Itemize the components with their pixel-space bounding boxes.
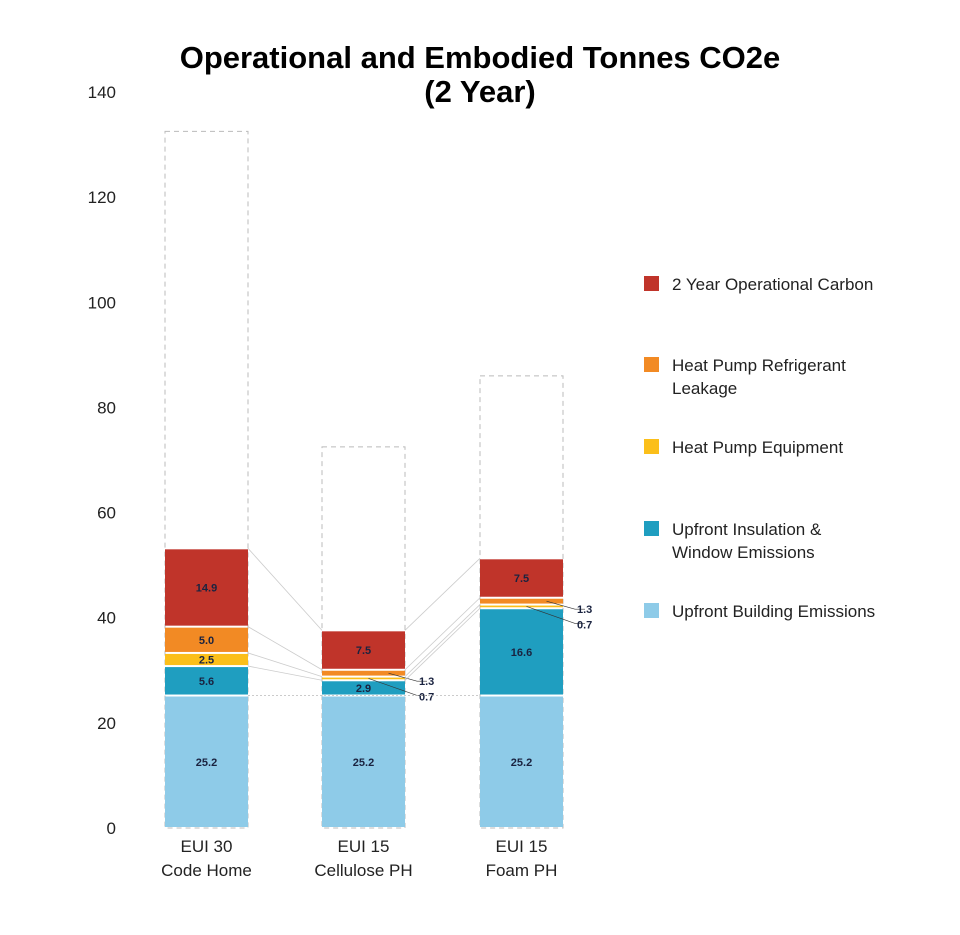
bar-segment (322, 631, 405, 669)
data-label: 25.2 (511, 757, 532, 769)
bar-segment (480, 609, 563, 695)
x-category-label: EUI 15 (496, 837, 548, 856)
legend-label: 2 Year Operational Carbon (672, 275, 873, 294)
bar-segment (165, 667, 248, 695)
data-label: 25.2 (196, 757, 217, 769)
legend-label: Heat Pump Refrigerant (672, 356, 846, 375)
legend-swatch (644, 521, 659, 536)
bar-segment (480, 598, 563, 604)
y-tick-label: 0 (107, 819, 116, 838)
x-category-label: EUI 30 (181, 837, 233, 856)
leader-line (546, 600, 585, 610)
data-label: 2.9 (356, 683, 371, 695)
bar-segment (322, 677, 405, 680)
leader-line (526, 606, 585, 624)
legend-label: Leakage (672, 379, 737, 398)
x-category-label: Cellulose PH (314, 861, 412, 880)
bar-segment (322, 681, 405, 695)
x-category-label: EUI 15 (338, 837, 390, 856)
total-outline (164, 130, 249, 829)
bar-segment (165, 696, 248, 827)
y-tick-label: 40 (97, 609, 116, 628)
data-label: 1.3 (419, 676, 434, 688)
chart-title-line-1: Operational and Embodied Tonnes CO2e (180, 40, 781, 75)
x-category-label: Code Home (161, 861, 252, 880)
connector-line (404, 607, 481, 681)
data-label: 0.7 (419, 691, 434, 703)
data-label: 7.5 (514, 573, 529, 585)
data-label: 0.7 (577, 619, 592, 631)
legend-label: Upfront Insulation & (672, 520, 822, 539)
connector-line (404, 558, 481, 631)
x-category-label: Foam PH (486, 861, 558, 880)
y-tick-label: 80 (97, 398, 116, 417)
legend-label: Upfront Building Emissions (672, 602, 875, 621)
data-label: 5.6 (199, 676, 214, 688)
connector-line (247, 652, 323, 677)
bar-segment (165, 627, 248, 652)
y-tick-label: 140 (88, 83, 116, 102)
connector-line (247, 548, 323, 631)
connector-line (404, 597, 481, 671)
data-label: 1.3 (577, 604, 592, 616)
data-label: 16.6 (511, 647, 532, 659)
bar-segment (480, 605, 563, 608)
bar-segment (165, 549, 248, 626)
chart-title-line-2: (2 Year) (424, 74, 535, 109)
y-tick-label: 20 (97, 714, 116, 733)
legend-label: Heat Pump Equipment (672, 438, 843, 457)
leader-line (388, 672, 427, 682)
connector-line (247, 665, 323, 681)
connector-line (404, 604, 481, 677)
bar-segment (480, 696, 563, 827)
legend-swatch (644, 603, 659, 618)
data-label: 5.0 (199, 635, 214, 647)
data-label: 7.5 (356, 645, 371, 657)
bar-segment (322, 670, 405, 676)
data-label: 14.9 (196, 582, 217, 594)
y-tick-label: 120 (88, 188, 116, 207)
y-tick-label: 60 (97, 504, 116, 523)
bar-segment (165, 653, 248, 666)
legend-swatch (644, 439, 659, 454)
data-label: 25.2 (353, 757, 374, 769)
legend-swatch (644, 276, 659, 291)
legend-label: Window Emissions (672, 543, 815, 562)
y-tick-label: 100 (88, 293, 116, 312)
data-label: 2.5 (199, 655, 214, 667)
legend-swatch (644, 357, 659, 372)
bar-segment (480, 559, 563, 597)
bar-segment (322, 696, 405, 827)
connector-line (247, 626, 323, 671)
